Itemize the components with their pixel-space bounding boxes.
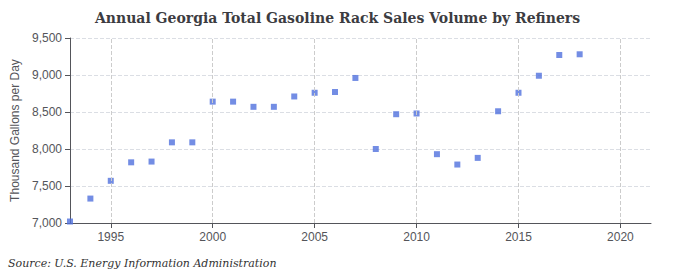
svg-text:Thousand Gallons per Day: Thousand Gallons per Day (8, 59, 22, 202)
svg-text:2005: 2005 (301, 230, 328, 244)
svg-text:Annual Georgia Total Gasoline: Annual Georgia Total Gasoline Rack Sales… (94, 10, 580, 26)
svg-text:Source: U.S. Energy Informatio: Source: U.S. Energy Information Administ… (8, 257, 276, 270)
svg-text:2010: 2010 (403, 230, 430, 244)
svg-text:2020: 2020 (607, 230, 634, 244)
svg-text:7,500: 7,500 (32, 179, 62, 193)
svg-text:8,000: 8,000 (32, 142, 62, 156)
svg-text:7,000: 7,000 (32, 216, 62, 230)
svg-text:1995: 1995 (97, 230, 124, 244)
svg-text:2015: 2015 (505, 230, 532, 244)
svg-text:8,500: 8,500 (32, 105, 62, 119)
svg-text:9,000: 9,000 (32, 68, 62, 82)
svg-text:9,500: 9,500 (32, 31, 62, 45)
svg-text:2000: 2000 (199, 230, 226, 244)
